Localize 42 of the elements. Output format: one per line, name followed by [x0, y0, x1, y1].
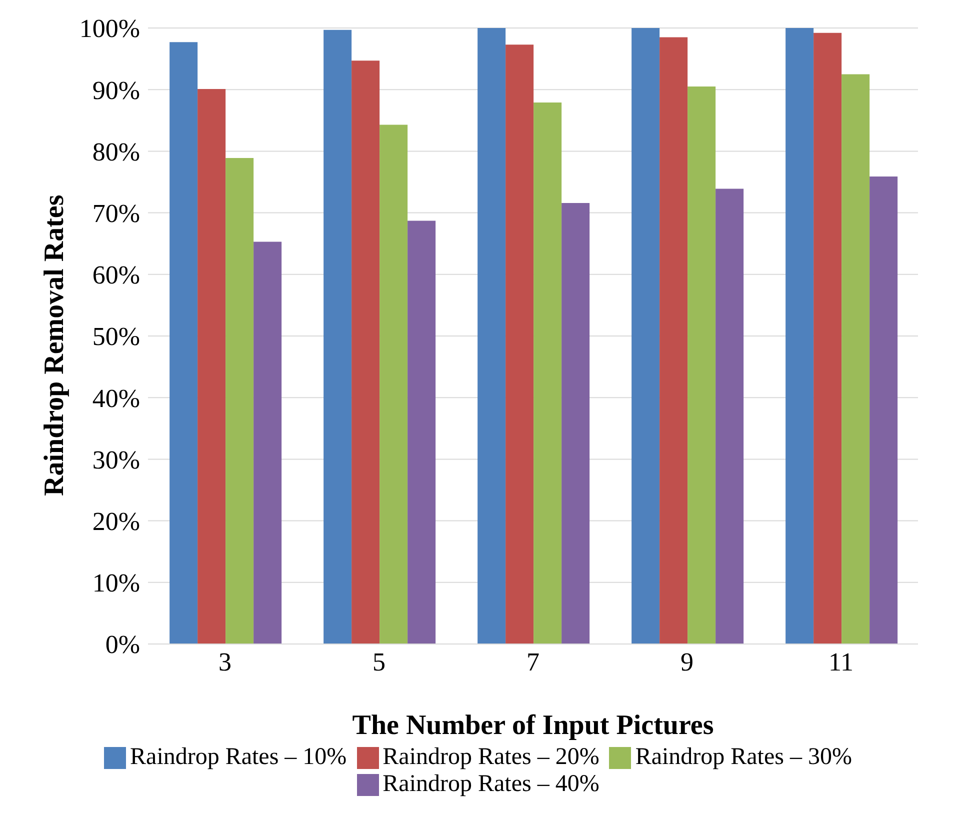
y-tick-label: 90%	[92, 76, 140, 105]
bar	[506, 44, 534, 644]
y-tick-label: 30%	[92, 445, 140, 474]
x-tick-label: 3	[218, 647, 232, 676]
bar	[716, 188, 744, 644]
legend-label: Raindrop Rates – 10%	[130, 744, 347, 770]
bar	[478, 28, 506, 644]
legend-label: Raindrop Rates – 30%	[635, 744, 852, 770]
bar	[870, 176, 898, 644]
y-tick-label: 10%	[92, 568, 140, 598]
bar	[254, 242, 282, 644]
bar	[842, 74, 870, 644]
y-tick-label: 60%	[92, 260, 140, 290]
y-tick-label: 40%	[92, 384, 140, 413]
x-tick-label: 7	[526, 647, 540, 676]
bar	[352, 60, 380, 644]
y-tick-label: 50%	[92, 322, 140, 352]
bar	[226, 158, 254, 644]
bar	[814, 32, 842, 644]
bar	[324, 30, 352, 644]
x-tick-label: 5	[372, 647, 386, 676]
x-axis-title: The Number of Input Pictures	[352, 710, 714, 741]
y-tick-label: 70%	[92, 199, 140, 228]
bar	[660, 37, 688, 644]
y-axis-title: Raindrop Removal Rates	[38, 194, 70, 496]
bar	[632, 28, 660, 644]
bar	[534, 102, 562, 644]
bar	[170, 42, 198, 644]
y-tick-label: 20%	[92, 507, 140, 536]
bar	[198, 88, 226, 644]
y-tick-label: 0%	[105, 630, 140, 660]
y-tick-label: 80%	[92, 137, 140, 166]
x-tick-label: 11	[828, 647, 854, 676]
bar	[380, 124, 408, 644]
x-tick-label: 9	[680, 647, 694, 676]
legend-label: Raindrop Rates – 20%	[382, 744, 600, 770]
bar	[688, 86, 716, 644]
y-tick-label: 100%	[79, 14, 140, 44]
bar	[408, 220, 436, 644]
bar	[786, 28, 814, 644]
bar	[562, 202, 590, 644]
legend-label: Raindrop Rates – 40%	[382, 771, 600, 797]
